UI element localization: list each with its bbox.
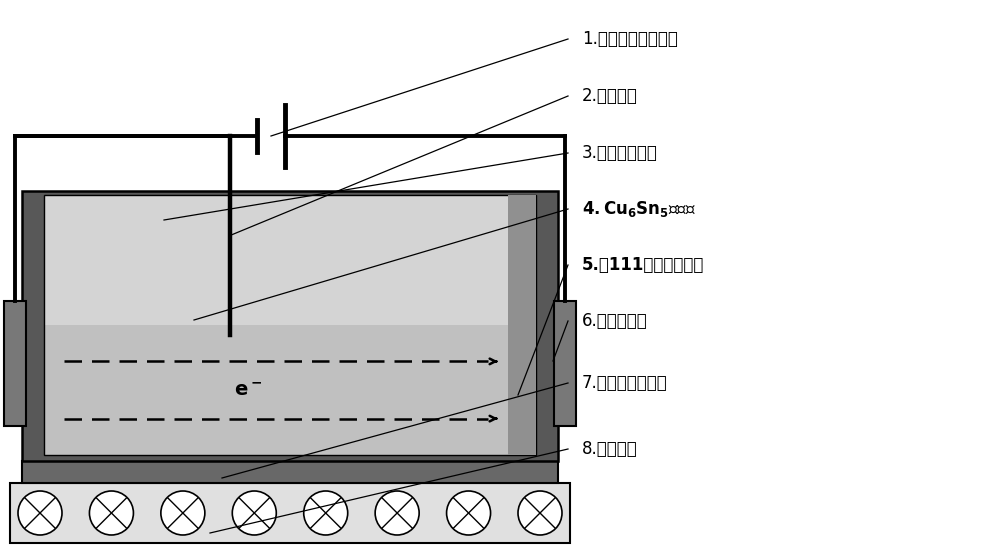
- Bar: [44, 325, 536, 455]
- Circle shape: [375, 491, 419, 535]
- Bar: [22, 191, 558, 461]
- Circle shape: [232, 491, 276, 535]
- Bar: [554, 301, 576, 426]
- Text: 1.直流大电流发生器: 1.直流大电流发生器: [582, 30, 678, 48]
- Text: $\mathbf{4.Cu_6Sn_5}$单晶块: $\mathbf{4.Cu_6Sn_5}$单晶块: [582, 199, 696, 219]
- Circle shape: [447, 491, 491, 535]
- Bar: [44, 445, 536, 455]
- Text: $\mathbf{e^-}$: $\mathbf{e^-}$: [234, 381, 263, 399]
- Circle shape: [161, 491, 205, 535]
- Circle shape: [89, 491, 133, 535]
- Bar: [22, 461, 558, 483]
- Bar: [4, 301, 26, 426]
- Text: 7.高频感应加热器: 7.高频感应加热器: [582, 374, 668, 392]
- Text: 8.酚醛塑料: 8.酚醛塑料: [582, 440, 638, 458]
- Bar: [508, 195, 536, 455]
- Text: 6.石英坩埚槽: 6.石英坩埚槽: [582, 312, 648, 330]
- Bar: [10, 483, 570, 543]
- Text: 3.熔融无铅钎料: 3.熔融无铅钎料: [582, 144, 658, 162]
- Circle shape: [18, 491, 62, 535]
- Bar: [44, 195, 536, 455]
- Bar: [44, 195, 536, 325]
- Text: 5.（111）单晶铜阳极: 5.（111）单晶铜阳极: [582, 256, 704, 274]
- Circle shape: [518, 491, 562, 535]
- Text: 2.铂金阴极: 2.铂金阴极: [582, 87, 638, 105]
- Circle shape: [304, 491, 348, 535]
